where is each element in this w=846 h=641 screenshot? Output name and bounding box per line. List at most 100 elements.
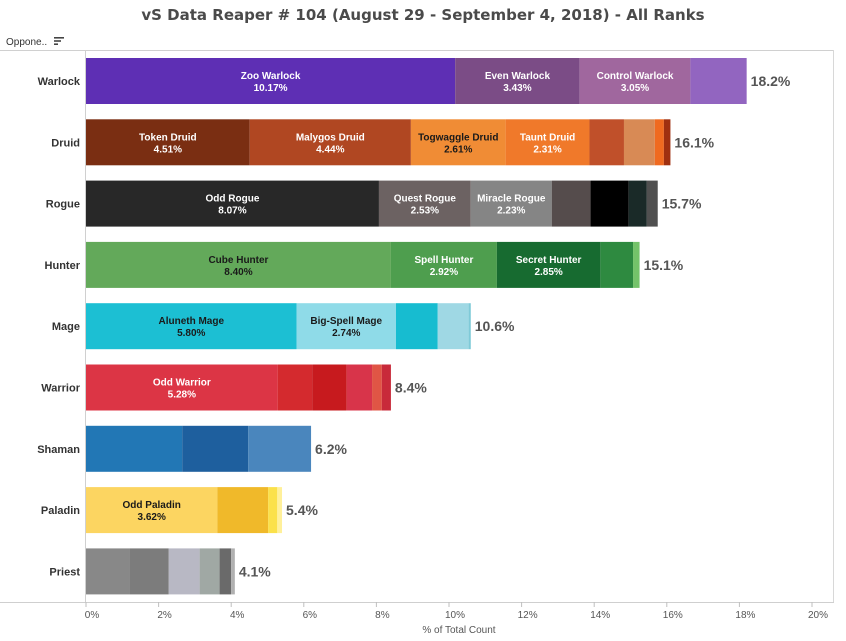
category-label: Mage xyxy=(52,321,80,333)
total-value-label: 5.4% xyxy=(286,502,318,518)
x-tick-label: 4% xyxy=(230,610,245,621)
bar-segment[interactable] xyxy=(129,548,169,595)
bar-segment[interactable] xyxy=(248,425,312,472)
bar-segment[interactable] xyxy=(410,119,506,166)
bar-segment[interactable] xyxy=(372,364,382,411)
segment-name-label: Miracle Rogue xyxy=(477,194,546,205)
bar-segment[interactable] xyxy=(217,487,269,534)
segment-value-label: 8.07% xyxy=(218,206,246,217)
bar-row-priest: Priest 4.1% xyxy=(49,548,271,595)
segment-name-label: Togwaggle Druid xyxy=(418,132,498,143)
total-value-label: 18.2% xyxy=(751,73,791,89)
bar-segment[interactable] xyxy=(690,58,747,104)
category-label: Shaman xyxy=(37,444,80,456)
segment-name-label: Secret Hunter xyxy=(516,255,582,266)
bar-segment[interactable] xyxy=(346,364,373,411)
bar-segment[interactable] xyxy=(646,180,658,227)
total-value-label: 16.1% xyxy=(674,134,714,150)
segment-value-label: 2.23% xyxy=(497,206,525,217)
bar-segment[interactable] xyxy=(505,119,590,166)
x-tick-label: 10% xyxy=(445,610,465,621)
bar-segment[interactable] xyxy=(277,487,283,534)
bar-segment[interactable] xyxy=(468,303,471,350)
bar-segment[interactable] xyxy=(268,487,278,534)
x-tick-label: 2% xyxy=(157,610,172,621)
total-value-label: 15.7% xyxy=(662,196,702,212)
x-tick-label: 8% xyxy=(375,610,390,621)
bar-segment[interactable] xyxy=(381,364,391,411)
bar-segment[interactable] xyxy=(86,425,183,472)
bar-segment[interactable] xyxy=(86,119,250,166)
bar-segment[interactable] xyxy=(396,303,438,350)
bar-segment[interactable] xyxy=(86,548,130,595)
bar-segment[interactable] xyxy=(86,487,218,534)
bar-segment[interactable] xyxy=(590,180,629,227)
bar-segment[interactable] xyxy=(296,303,397,350)
bar-segment[interactable] xyxy=(551,180,591,227)
category-label: Warrior xyxy=(41,383,80,395)
bar-segment[interactable] xyxy=(312,364,347,411)
bar-segment[interactable] xyxy=(600,241,634,288)
segment-value-label: 3.05% xyxy=(621,83,649,94)
bar-segment[interactable] xyxy=(623,119,655,166)
chart-title: vS Data Reaper # 104 (August 29 - Septem… xyxy=(141,6,705,24)
total-value-label: 6.2% xyxy=(315,441,347,457)
segment-name-label: Spell Hunter xyxy=(414,255,473,266)
bar-segment[interactable] xyxy=(654,119,664,166)
bar-segment[interactable] xyxy=(199,548,220,595)
bar-segment[interactable] xyxy=(231,548,235,595)
bar-segment[interactable] xyxy=(390,241,497,288)
segment-name-label: Malygos Druid xyxy=(296,132,365,143)
segment-value-label: 2.74% xyxy=(332,328,360,339)
bar-segment[interactable] xyxy=(168,548,200,595)
total-value-label: 8.4% xyxy=(395,380,427,396)
sort-descending-icon[interactable] xyxy=(53,35,65,47)
segment-name-label: Aluneth Mage xyxy=(158,316,224,327)
segment-value-label: 2.92% xyxy=(430,267,458,278)
bar-segment[interactable] xyxy=(378,180,471,227)
bar-segment[interactable] xyxy=(633,241,640,288)
bar-segment[interactable] xyxy=(219,548,232,595)
bar-segment[interactable] xyxy=(86,180,379,227)
bar-segment[interactable] xyxy=(86,241,391,288)
segment-value-label: 4.44% xyxy=(316,144,344,155)
x-axis-title: % of Total Count xyxy=(422,625,495,636)
category-label: Rogue xyxy=(46,199,80,211)
bar-segment[interactable] xyxy=(86,58,456,104)
bar-segment[interactable] xyxy=(249,119,411,166)
bar-segment[interactable] xyxy=(589,119,624,166)
segment-name-label: Odd Paladin xyxy=(123,500,181,511)
segment-value-label: 4.51% xyxy=(154,144,182,155)
segment-value-label: 5.28% xyxy=(168,390,196,401)
bar-segment[interactable] xyxy=(496,241,601,288)
bar-segment[interactable] xyxy=(437,303,469,350)
segment-name-label: Big-Spell Mage xyxy=(310,316,382,327)
column-header-opponent[interactable]: Oppone.. xyxy=(6,37,48,48)
segment-name-label: Control Warlock xyxy=(597,71,674,82)
total-value-label: 4.1% xyxy=(239,563,271,579)
bar-segment[interactable] xyxy=(663,119,671,166)
segment-value-label: 2.31% xyxy=(533,144,561,155)
bar-segment[interactable] xyxy=(470,180,552,227)
segment-value-label: 2.61% xyxy=(444,144,472,155)
bar-segment[interactable] xyxy=(628,180,647,227)
x-tick-label: 20% xyxy=(808,610,828,621)
bar-segment[interactable] xyxy=(182,425,249,472)
bar-segment[interactable] xyxy=(86,303,297,350)
x-tick-label: 18% xyxy=(735,610,755,621)
x-axis-ticks: 0% 2% 4% 6% 8% 10% 12% 14% 16% 18% 20% xyxy=(85,602,828,621)
bar-segment[interactable] xyxy=(277,364,313,411)
bar-segment[interactable] xyxy=(455,58,580,104)
x-tick-label: 6% xyxy=(303,610,318,621)
bar-segment[interactable] xyxy=(86,364,278,411)
segment-name-label: Odd Rogue xyxy=(206,194,260,205)
category-label: Priest xyxy=(49,566,80,578)
segment-value-label: 5.80% xyxy=(177,328,205,339)
bar-segment[interactable] xyxy=(579,58,691,104)
